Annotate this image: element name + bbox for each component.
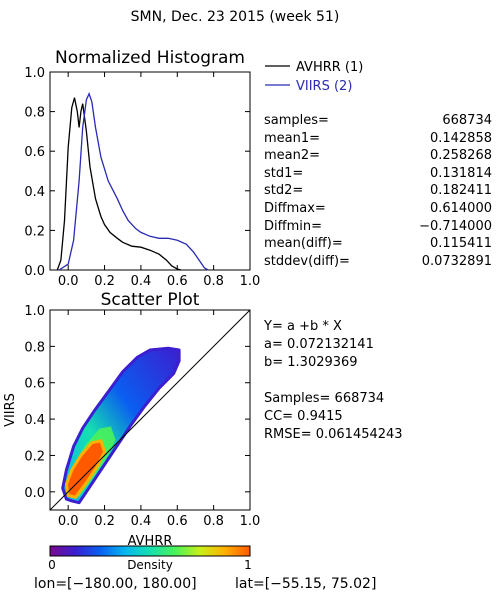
scatter-x-label: AVHRR bbox=[128, 534, 173, 549]
stat-value: 0.0732891 bbox=[421, 253, 492, 269]
legend-label-viirs: VIIRS (2) bbox=[296, 79, 352, 94]
scatter-y-tick-label: 0.6 bbox=[24, 377, 45, 392]
histogram-y-ticks: 0.0 0.2 0.4 0.6 0.8 1.0 bbox=[24, 66, 250, 279]
hist-x-tick-label: 1.0 bbox=[240, 274, 261, 289]
stat-value: −0.714000 bbox=[419, 218, 492, 234]
histogram-stats: samples= 668734 mean1= 0.142858 mean2= 0.2582… bbox=[264, 114, 492, 274]
hist-series-line-viirs bbox=[58, 92, 209, 271]
scatter-x-tick-label: 0.2 bbox=[94, 514, 115, 529]
hist-x-tick-label: 0.6 bbox=[167, 274, 188, 289]
stat-label: std1= bbox=[264, 165, 304, 181]
fit-equation: Y= a +b * X bbox=[263, 319, 342, 334]
hist-x-tick-label: 0.2 bbox=[94, 274, 115, 289]
hist-series-line-avhrr bbox=[56, 97, 182, 271]
stat-value: 0.182411 bbox=[429, 183, 492, 199]
stat-value: 0.131814 bbox=[429, 165, 492, 181]
fit-a: a= 0.072132141 bbox=[264, 337, 374, 352]
histogram-x-ticks: 0.0 0.2 0.4 0.6 0.8 1.0 bbox=[58, 72, 261, 289]
fit-b: b= 1.3029369 bbox=[264, 355, 358, 370]
stat-value: 0.258268 bbox=[429, 148, 492, 164]
scatter-x-tick-label: 1.0 bbox=[240, 514, 261, 529]
hist-x-tick-label: 0.8 bbox=[203, 274, 224, 289]
scatter-title: Scatter Plot bbox=[101, 290, 200, 310]
stat-label: Diffmax= bbox=[264, 201, 326, 216]
scatter-x-tick-label: 0.8 bbox=[203, 514, 224, 529]
scatter-cc: CC= 0.9415 bbox=[264, 409, 343, 424]
scatter-x-ticks: 0.0 0.2 0.4 0.6 0.8 1.0 bbox=[58, 310, 261, 529]
hist-x-tick-label: 0.4 bbox=[131, 274, 152, 289]
scatter-samples: Samples= 668734 bbox=[264, 391, 384, 406]
colorbar-min-label: 0 bbox=[48, 558, 56, 572]
hist-y-tick-label: 0.8 bbox=[24, 106, 45, 121]
figure-title: SMN, Dec. 23 2015 (week 51) bbox=[131, 9, 340, 25]
hist-y-tick-label: 0.4 bbox=[24, 185, 45, 200]
scatter-y-label: VIIRS bbox=[3, 393, 18, 427]
scatter-x-tick-label: 0.4 bbox=[131, 514, 152, 529]
colorbar-max-label: 1 bbox=[244, 558, 252, 572]
scatter-stats: Y= a +b * X a= 0.072132141 b= 1.3029369 … bbox=[263, 319, 403, 442]
stat-value: 668734 bbox=[442, 113, 492, 128]
hist-y-tick-label: 1.0 bbox=[24, 66, 45, 81]
lon-range: lon=[−180.00, 180.00] bbox=[34, 576, 197, 592]
hist-y-tick-label: 0.2 bbox=[24, 224, 45, 239]
hist-y-tick-label: 0.0 bbox=[24, 264, 45, 279]
scatter-y-tick-label: 0.8 bbox=[24, 340, 45, 355]
density-core bbox=[64, 439, 107, 499]
scatter-panel: Scatter Plot 0.0 0.2 0.4 0.6 0.8 1.0 0.00.20.… bbox=[3, 290, 260, 549]
scatter-rmse: RMSE= 0.061454243 bbox=[264, 427, 403, 442]
stat-label: mean1= bbox=[264, 130, 321, 146]
stat-label: Diffmin= bbox=[264, 218, 322, 234]
colorbar-bar bbox=[49, 545, 251, 557]
hist-x-tick-label: 0.0 bbox=[58, 274, 79, 289]
colorbar-label: Density bbox=[127, 558, 173, 572]
scatter-y-tick-label: 0.4 bbox=[24, 413, 45, 428]
histogram-panel: Normalized Histogram 0.0 0.2 0.4 0.6 0.8 1.0 … bbox=[24, 48, 260, 289]
scatter-x-tick-label: 0.0 bbox=[58, 514, 79, 529]
stat-value: 0.142858 bbox=[429, 130, 492, 146]
scatter-y-tick-label: 0.2 bbox=[24, 449, 45, 464]
stat-label: stddev(diff)= bbox=[264, 253, 350, 269]
stat-label: samples= bbox=[264, 113, 329, 128]
histogram-lines bbox=[56, 92, 209, 271]
scatter-frame bbox=[49, 309, 251, 511]
lat-range: lat=[−55.15, 75.02] bbox=[235, 576, 376, 592]
one-to-one-line bbox=[50, 310, 250, 510]
stat-value: 0.115411 bbox=[429, 236, 492, 252]
scatter-y-ticks: 0.0 0.2 0.4 0.6 0.8 1.0 bbox=[24, 304, 250, 501]
legend: AVHRR (1) VIIRS (2) bbox=[265, 60, 363, 94]
colorbar: 0 Density 1 bbox=[48, 545, 252, 572]
scatter-y-tick-label: 1.0 bbox=[24, 304, 45, 319]
histogram-title: Normalized Histogram bbox=[55, 48, 245, 68]
scatter-x-tick-label: 0.6 bbox=[167, 514, 188, 529]
histogram-frame bbox=[49, 71, 251, 271]
stat-label: std2= bbox=[264, 183, 304, 199]
scatter-y-tick-label: 0.0 bbox=[24, 486, 45, 501]
legend-label-avhrr: AVHRR (1) bbox=[296, 60, 363, 75]
hist-y-tick-label: 0.6 bbox=[24, 145, 45, 160]
stat-label: mean(diff)= bbox=[264, 236, 343, 252]
stat-label: mean2= bbox=[264, 148, 321, 164]
stat-value: 0.614000 bbox=[429, 201, 492, 216]
